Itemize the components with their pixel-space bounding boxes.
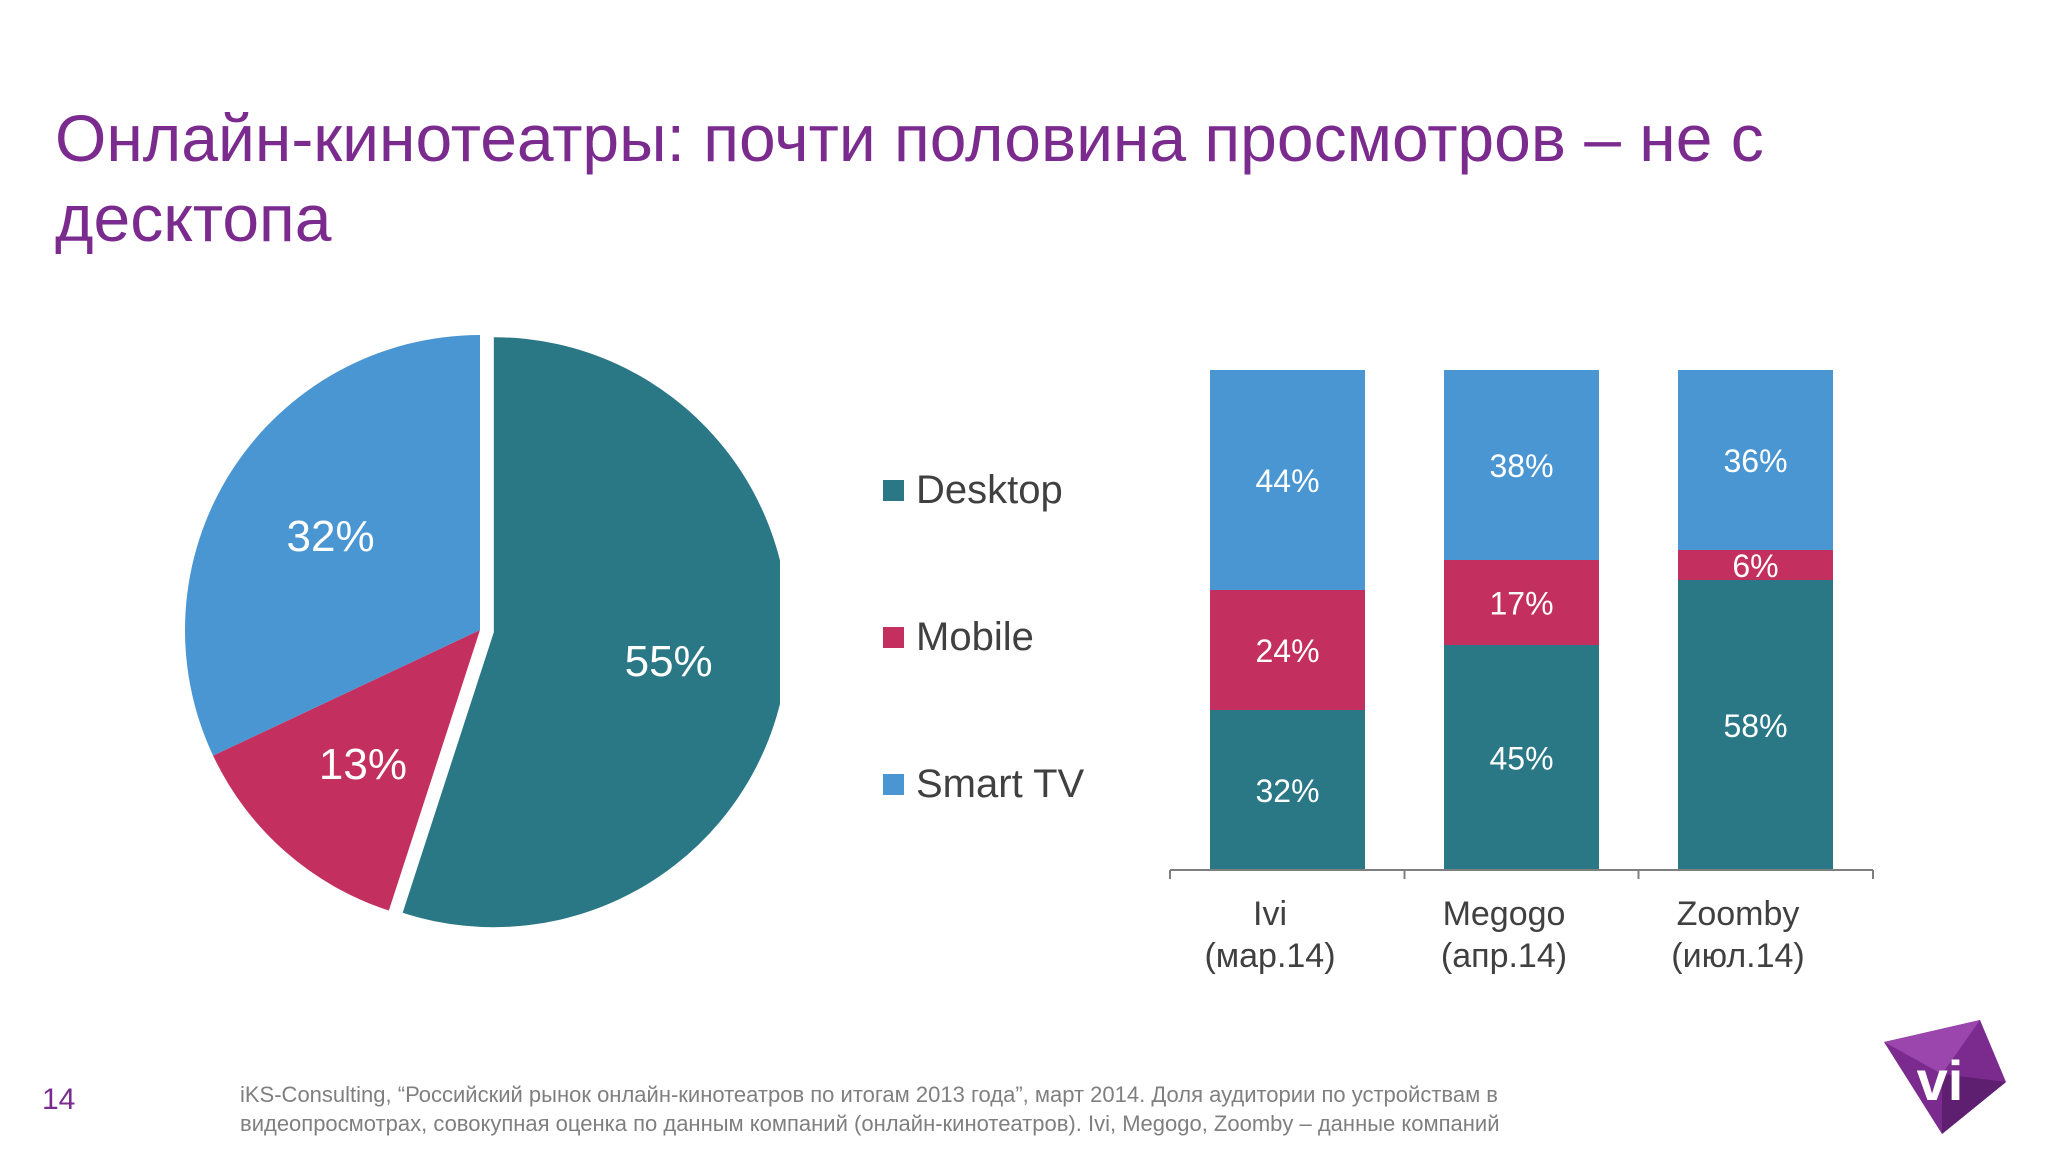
bar-label-megogo-smart-tv: 38% xyxy=(1489,448,1553,484)
pie-label-smart-tv: 32% xyxy=(287,512,375,561)
bar-label-ivi-desktop: 32% xyxy=(1255,773,1319,809)
pie-label-mobile: 13% xyxy=(319,740,407,789)
bar-megogo-mobile xyxy=(1444,560,1599,645)
category-label-text: Zoomby (июл.14) xyxy=(1671,895,1805,975)
legend-item-smart-tv: Smart TV xyxy=(883,761,1085,806)
bar-ivi-desktop xyxy=(1210,710,1365,870)
bar-label-zoomby-mobile: 6% xyxy=(1732,548,1778,584)
bar-ivi-mobile xyxy=(1210,590,1365,710)
page-title: Онлайн-кинотеатры: почти половина просмо… xyxy=(55,101,1764,255)
pie-label-desktop: 55% xyxy=(625,637,713,686)
category-label-text: Ivi (мар.14) xyxy=(1204,895,1336,975)
legend-swatch-desktop xyxy=(883,479,904,501)
category-label-ivi: Ivi (мар.14) xyxy=(1160,893,1380,977)
page-number: 14 xyxy=(42,1083,76,1116)
bar-label-zoomby-smart-tv: 36% xyxy=(1723,443,1787,479)
bar-zoomby-mobile xyxy=(1678,550,1833,580)
bar-zoomby-smart-tv xyxy=(1678,370,1833,550)
source-note: iKS-Consulting, “Российский рынок онлайн… xyxy=(240,1082,1500,1136)
logo-text: vi xyxy=(1917,1049,1964,1112)
bar-label-megogo-desktop: 45% xyxy=(1489,741,1553,777)
legend-label-desktop: Desktop xyxy=(916,467,1063,512)
stacked-bar-chart: 32% 24% 44% 45% 17% 38% 58% 6% 36% xyxy=(1169,370,1874,879)
bar-megogo-smart-tv xyxy=(1444,370,1599,560)
category-label-zoomby: Zoomby (июл.14) xyxy=(1628,893,1848,977)
bar-label-zoomby-desktop: 58% xyxy=(1723,708,1787,744)
legend-item-desktop: Desktop xyxy=(883,467,1063,512)
legend-label-mobile: Mobile xyxy=(916,614,1034,659)
legend-swatch-smart-tv xyxy=(883,773,904,795)
bar-zoomby-desktop xyxy=(1678,580,1833,870)
legend-swatch-mobile xyxy=(883,626,904,648)
pie-slice-mobile xyxy=(213,630,480,911)
pie-slice-smart-tv xyxy=(185,335,481,756)
pie-slice-desktop xyxy=(402,337,780,928)
legend-label-smart-tv: Smart TV xyxy=(916,761,1085,806)
bar-label-megogo-mobile: 17% xyxy=(1489,586,1553,622)
bar-label-ivi-mobile: 24% xyxy=(1255,633,1319,669)
vi-logo-icon: vi xyxy=(1884,1020,2006,1134)
bar-ivi-smart-tv xyxy=(1210,370,1365,590)
legend-item-mobile: Mobile xyxy=(883,614,1034,659)
bar-megogo-desktop xyxy=(1444,645,1599,870)
category-label-text: Megogo (апр.14) xyxy=(1440,895,1568,975)
category-label-megogo: Megogo (апр.14) xyxy=(1394,893,1614,977)
pie-chart: 55% 13% 32% xyxy=(185,335,780,928)
bar-label-ivi-smart-tv: 44% xyxy=(1255,463,1319,499)
